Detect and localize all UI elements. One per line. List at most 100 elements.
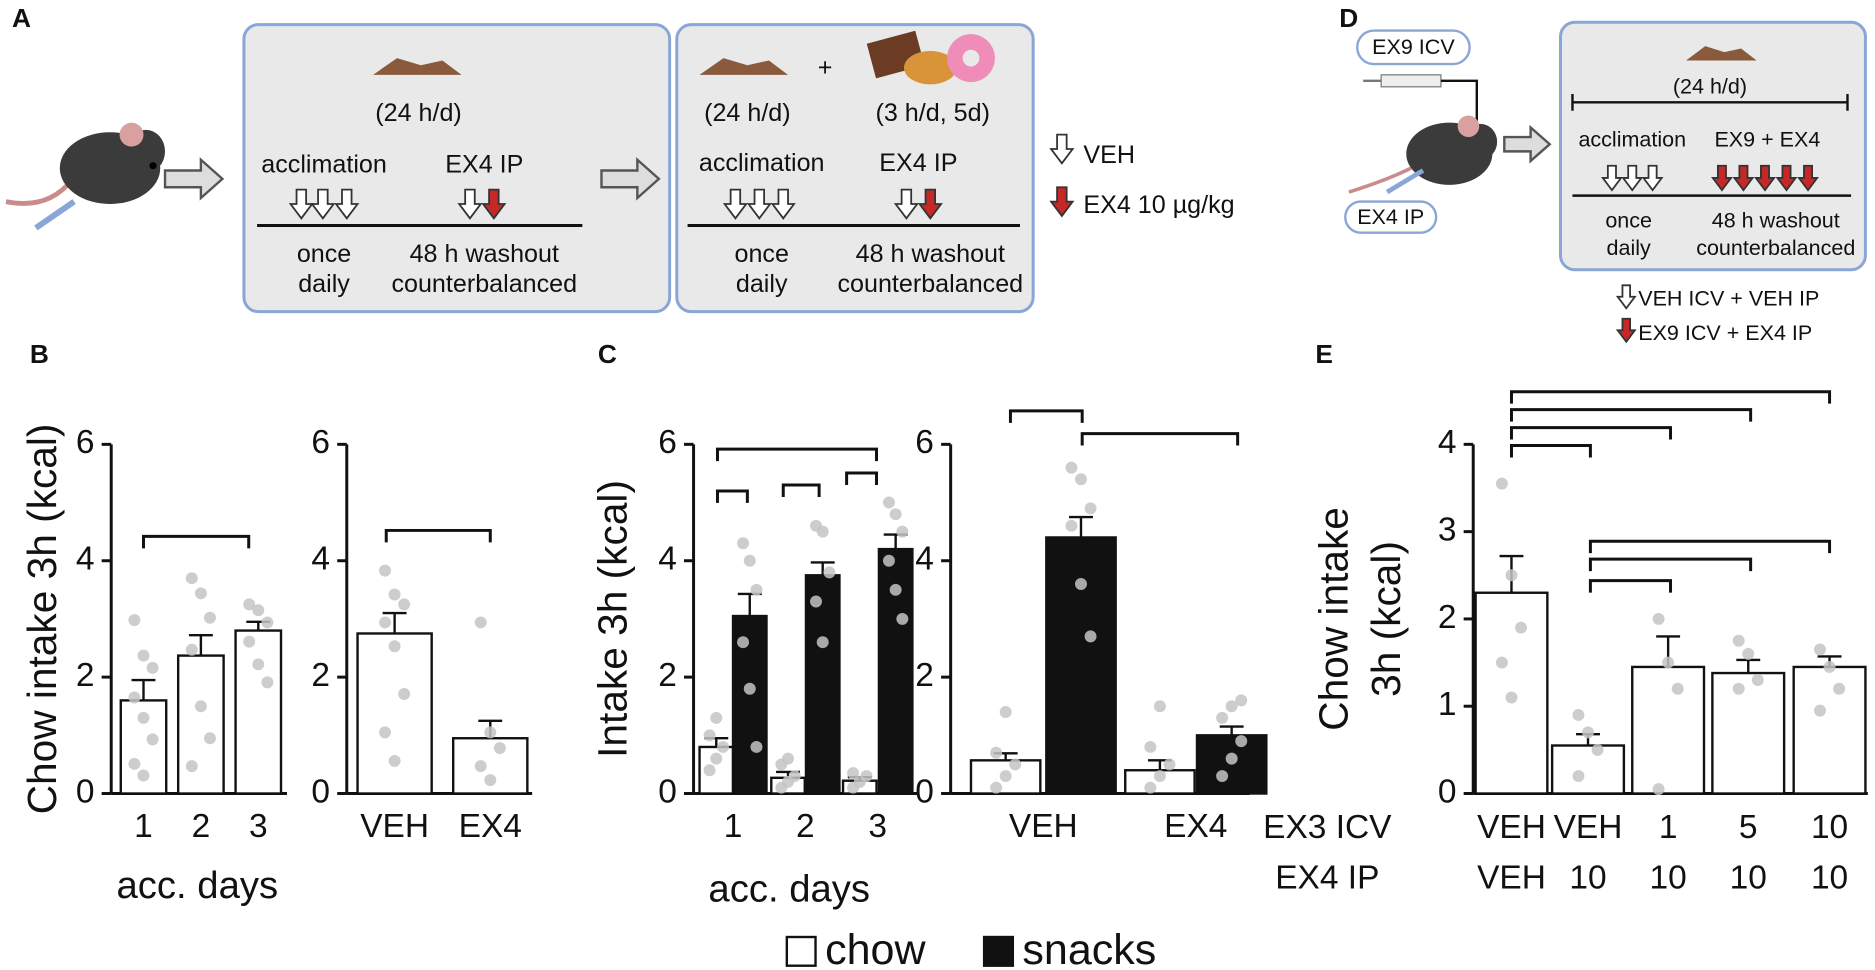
data-point [484,726,497,739]
legend-swatch [785,935,817,967]
note: 48 h washout [410,240,559,268]
y-tick-label: 6 [311,424,330,461]
y-axis-label: Intake 3h (kcal) [590,480,636,758]
phase: acclimation [1578,127,1686,151]
bar [1711,671,1786,795]
dose-arrow [1754,164,1776,192]
flow-arrow [600,157,661,201]
data-point [128,691,141,704]
data-point [750,583,763,596]
panel-label: E [1315,339,1333,369]
data-point [788,770,801,783]
error-bar [188,634,213,656]
data-point [1216,711,1229,724]
bar [1792,665,1867,795]
data-point [379,726,392,739]
dose-arrow [481,188,507,220]
y-axis-label: 3h (kcal) [1363,541,1409,697]
y-tick-label: 4 [1438,424,1457,461]
x-tick-label: EX4 [1164,808,1227,845]
data-point [243,635,256,648]
data-point [816,525,829,538]
data-point [782,752,795,765]
note: counterbalanced [1696,236,1855,260]
data-point [261,676,274,689]
data-point [1144,740,1157,753]
x-tick-label: VEH [360,808,429,845]
data-point [889,508,902,521]
x-tick-label: 2 [796,808,815,845]
panel-label: C [598,339,617,369]
significance-bracket [1509,426,1673,440]
data-point [860,770,873,783]
y-tick-label: 2 [76,657,95,694]
x-tick-label: 2 [192,808,211,845]
route: EX9 ICV [1372,35,1455,59]
data-point [146,661,159,674]
y-tick-label: 4 [658,541,677,578]
significance-bracket [1588,539,1832,554]
data-point [1009,758,1022,771]
data-point [1144,781,1157,794]
flow-arrow [163,157,225,201]
period: (24 h/d) [375,99,462,127]
syringe [1363,74,1478,139]
bar [176,654,225,795]
data-point [990,746,1003,759]
row-label: EX3 ICV [1263,809,1392,846]
data-point [703,729,716,742]
plus: + [818,54,833,82]
dose-arrow [1732,164,1755,192]
x-tick-label: 1 [134,808,153,845]
data-point [1216,770,1229,783]
data-point [823,566,836,579]
data-point [889,583,902,596]
significance-bracket [1080,432,1240,446]
note: 48 h washout [1712,209,1840,233]
error-bar [1219,725,1244,736]
mouse [1348,115,1498,195]
data-point [204,611,216,624]
bar [1550,744,1626,795]
y-tick-label: 0 [1438,773,1457,810]
note: 48 h washout [856,240,1005,268]
dose-arrow [746,188,772,220]
data-point [128,757,141,770]
row-label: EX4 IP [1275,859,1379,896]
dose-arrow [457,188,483,220]
phase: EX4 IP [445,150,523,178]
data-point [474,760,487,773]
phase: acclimation [699,149,825,177]
significance-bracket [1588,557,1753,572]
note: daily [1607,236,1651,260]
data-point [1495,656,1508,669]
data-point [128,614,141,627]
pill [1356,29,1471,66]
y-tick-label: 0 [311,773,330,810]
data-point [388,588,401,601]
bar [1631,665,1706,795]
data-point [1075,578,1087,590]
y-tick-label: 6 [658,424,677,461]
y-tick-label: 1 [1438,686,1457,723]
data-point [1065,461,1078,474]
y-tick-label: 2 [1438,599,1457,636]
dose-arrow [1797,164,1819,192]
y-tick-label: 2 [915,657,934,694]
error-bar [1069,515,1093,538]
x-tick-label: 1 [1659,809,1678,846]
data-point [1732,634,1745,647]
period: (3 h/d, 5d) [875,99,989,127]
significance-bracket [1509,444,1592,458]
y-tick-label: 4 [76,541,95,578]
data-point [1235,694,1248,707]
x-tick-label: VEH [1554,809,1623,846]
x-tick-label: VEH [1477,859,1546,896]
data-point [1833,682,1846,695]
chow-icon [699,58,789,75]
x-tick-label: 10 [1811,809,1848,846]
dose-arrow [288,188,314,220]
data-point [1652,783,1665,796]
data-point [1572,708,1585,721]
data-point [737,636,750,649]
